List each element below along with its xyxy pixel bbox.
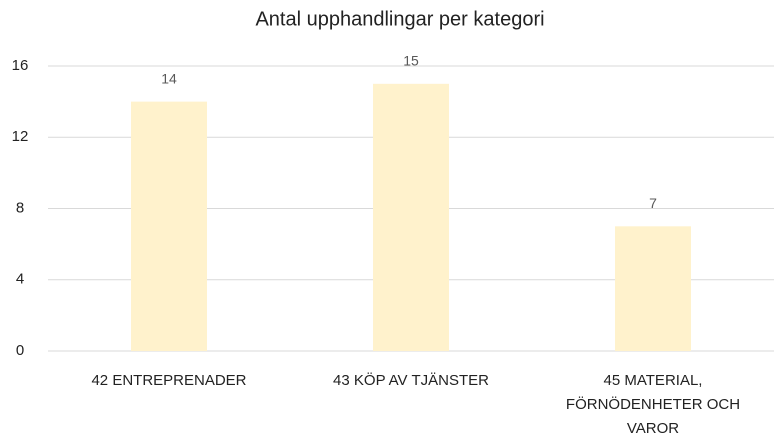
y-tick-label: 16	[12, 57, 29, 74]
data-label: 15	[403, 53, 419, 69]
chart-title: Antal upphandlingar per kategori	[255, 8, 544, 30]
y-tick-label: 0	[16, 342, 24, 359]
y-tick-label: 4	[16, 271, 24, 288]
x-tick-label: 45 MATERIAL, FÖRNÖDENHETER OCH VAROR	[566, 372, 740, 437]
bar	[131, 101, 207, 351]
x-tick-label: 43 KÖP AV TJÄNSTER	[333, 371, 489, 389]
data-label: 7	[649, 195, 657, 211]
bar	[615, 226, 691, 351]
bar	[373, 83, 449, 351]
y-tick-label: 12	[12, 128, 29, 145]
x-tick-label: 42 ENTREPRENADER	[91, 372, 246, 389]
data-label: 14	[161, 70, 177, 86]
y-tick-label: 8	[16, 199, 24, 216]
